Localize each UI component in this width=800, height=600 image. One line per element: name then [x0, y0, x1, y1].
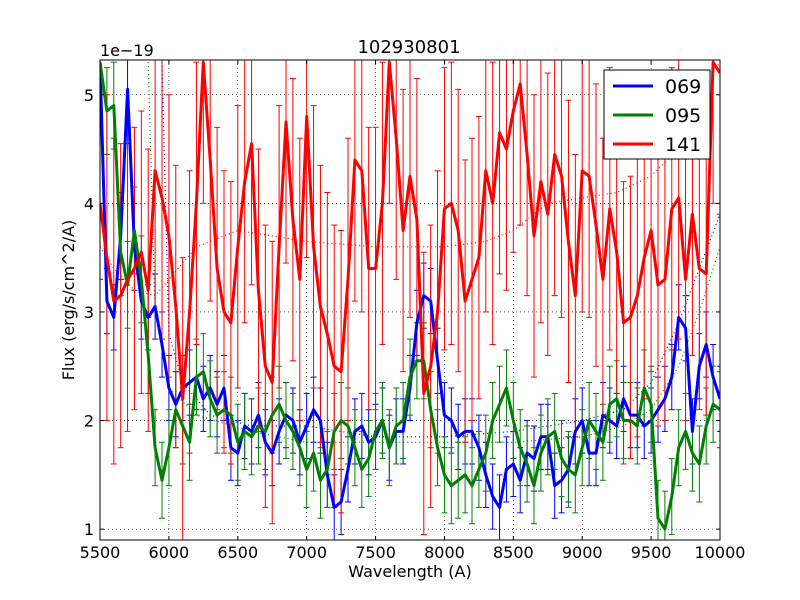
x-tick-label: 8500: [493, 543, 534, 562]
legend-label-069: 069: [665, 76, 701, 98]
x-tick-label: 6500: [217, 543, 258, 562]
y-tick-label: 5: [84, 86, 94, 105]
y-axis-label: Flux (erg/s/cm^2/A): [59, 220, 78, 381]
y-tick-label: 2: [84, 412, 94, 431]
x-tick-label: 8000: [424, 543, 465, 562]
plot-area: [100, 60, 720, 540]
x-tick-label: 9000: [562, 543, 603, 562]
x-tick-label: 9500: [631, 543, 672, 562]
chart-title: 102930801: [357, 37, 460, 58]
series-line-069: [100, 62, 720, 509]
y-tick-label: 3: [84, 303, 94, 322]
legend: 069 095 141: [603, 69, 711, 160]
axes-frame: [99, 59, 721, 541]
series-line-095: [100, 61, 720, 531]
legend-label-095: 095: [665, 105, 701, 127]
x-tick-label: 7000: [286, 543, 327, 562]
axis-ticks: 5500 6000 6500 7000 7500 8000 8500 9000 9500 1000…: [80, 60, 746, 562]
x-tick-label: 7500: [355, 543, 396, 562]
series-line-141: [100, 60, 720, 401]
y-tick-label: 1: [84, 520, 94, 539]
x-tick-label: 5500: [80, 543, 121, 562]
x-axis-label: Wavelength (A): [348, 562, 471, 581]
model-curve-069: [161, 62, 720, 438]
x-tick-label: 6000: [149, 543, 190, 562]
y-multiplier-label: 1e−19: [100, 41, 154, 60]
legend-label-141: 141: [665, 134, 701, 156]
y-tick-label: 4: [84, 194, 94, 213]
x-tick-label: 10000: [695, 543, 746, 562]
